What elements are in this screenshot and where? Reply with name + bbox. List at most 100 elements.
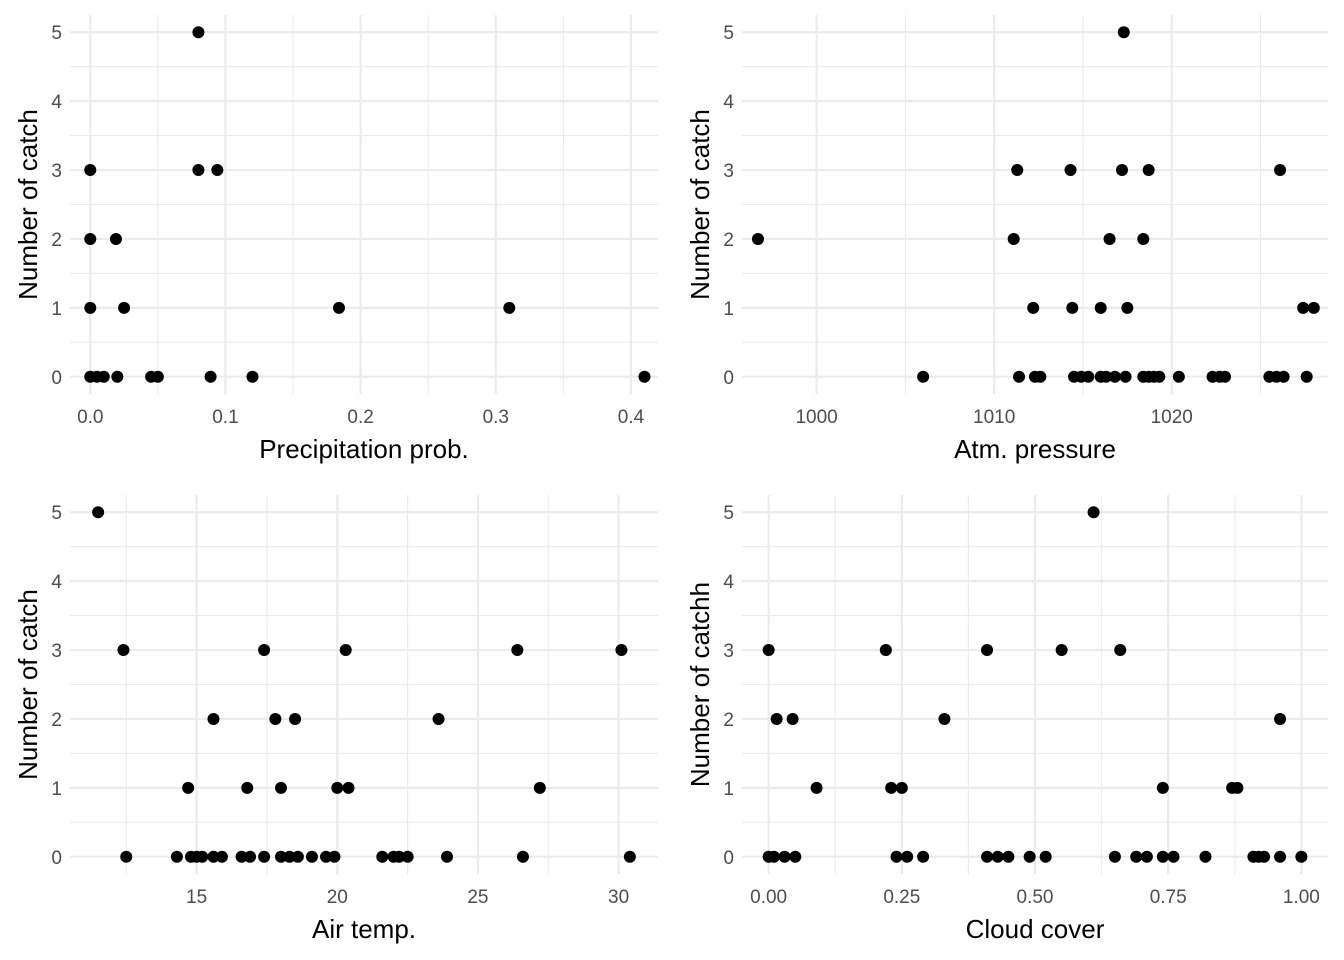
y-tick-label: 0	[51, 368, 62, 389]
x-axis-title: Cloud cover	[966, 914, 1105, 944]
data-point	[111, 370, 124, 383]
y-axis-title: Number of catch	[13, 589, 43, 780]
data-point	[1100, 370, 1113, 383]
data-point	[1153, 370, 1166, 383]
y-axis-title: Number of catchh	[685, 582, 715, 787]
data-point	[401, 850, 414, 863]
data-point	[1027, 301, 1040, 314]
data-point	[1231, 781, 1244, 794]
data-point	[1082, 370, 1095, 383]
data-point	[786, 712, 799, 725]
x-tick-label: 0.0	[77, 407, 103, 428]
y-tick-label: 5	[51, 503, 62, 524]
panel-precipitation: 0.0 0.1 0.2 0.3 0.4 0 1 2 3 4 5 Precipitation prob.…	[13, 15, 658, 464]
data-point	[120, 850, 133, 863]
data-point	[638, 370, 651, 383]
data-point	[1297, 301, 1310, 314]
data-point	[393, 850, 406, 863]
data-point	[97, 370, 110, 383]
y-tick-label: 1	[51, 779, 62, 800]
y-tick-label: 0	[723, 368, 734, 389]
data-point	[342, 781, 355, 794]
data-point	[917, 850, 930, 863]
data-point	[901, 850, 914, 863]
data-point	[938, 712, 951, 725]
data-point	[192, 26, 205, 39]
data-point	[503, 301, 516, 314]
x-axis-title: Atm. pressure	[954, 434, 1116, 464]
data-point	[1167, 850, 1180, 863]
x-tick-label: 0.1	[212, 407, 238, 428]
data-point	[1199, 850, 1212, 863]
data-point	[117, 644, 130, 657]
data-point	[533, 781, 546, 794]
x-tick-label: 1000	[795, 407, 837, 428]
data-point	[258, 850, 271, 863]
data-point	[207, 712, 220, 725]
y-tick-label: 0	[723, 848, 734, 869]
data-point	[1023, 850, 1036, 863]
y-tick-label: 0	[51, 848, 62, 869]
data-point	[516, 850, 529, 863]
x-tick-label: 0.00	[750, 887, 787, 908]
data-point	[917, 370, 930, 383]
data-point	[890, 850, 903, 863]
data-point	[1114, 644, 1127, 657]
panel-air-temp: 15 20 25 30 0 1 2 3 4 5 Air temp. Number of catch	[13, 495, 658, 944]
data-point	[207, 850, 220, 863]
x-tick-label: 20	[327, 887, 348, 908]
data-point	[789, 850, 802, 863]
data-point	[331, 781, 344, 794]
x-axis-title: Precipitation prob.	[259, 434, 469, 464]
data-point	[151, 370, 164, 383]
data-point	[1103, 232, 1116, 245]
y-tick-label: 4	[723, 92, 734, 113]
x-tick-label: 0.3	[483, 407, 509, 428]
y-tick-label: 5	[723, 503, 734, 524]
data-point	[1119, 370, 1132, 383]
data-point	[1094, 301, 1107, 314]
data-point	[1156, 781, 1169, 794]
data-point	[1121, 301, 1134, 314]
data-point	[283, 850, 296, 863]
x-tick-label: 1.00	[1283, 887, 1320, 908]
data-point	[320, 850, 333, 863]
data-point	[258, 644, 271, 657]
x-tick-label: 15	[186, 887, 207, 908]
data-point	[339, 644, 352, 657]
data-point	[767, 850, 780, 863]
data-point	[1274, 164, 1287, 177]
x-tick-label: 1010	[973, 407, 1015, 428]
data-point	[1300, 370, 1313, 383]
data-point	[981, 850, 994, 863]
data-point	[1011, 164, 1024, 177]
x-tick-label: 0.50	[1017, 887, 1054, 908]
x-axis-title: Air temp.	[312, 914, 416, 944]
data-point	[332, 301, 345, 314]
y-tick-label: 4	[51, 572, 62, 593]
data-point	[885, 781, 898, 794]
data-point	[1274, 712, 1287, 725]
data-point	[84, 164, 97, 177]
y-tick-label: 5	[723, 23, 734, 44]
data-point	[192, 164, 205, 177]
data-point	[92, 506, 105, 519]
data-point	[275, 850, 288, 863]
y-axis-title: Number of catch	[685, 109, 715, 300]
data-point	[1258, 850, 1271, 863]
data-point	[1116, 164, 1129, 177]
y-tick-label: 5	[51, 23, 62, 44]
y-tick-label: 2	[51, 230, 62, 251]
data-point	[1117, 26, 1130, 39]
data-point	[1219, 370, 1232, 383]
y-tick-label: 4	[723, 572, 734, 593]
data-point	[440, 850, 453, 863]
data-point	[204, 370, 217, 383]
data-point	[895, 781, 908, 794]
data-point	[778, 850, 791, 863]
data-point	[1064, 164, 1077, 177]
data-point	[751, 232, 764, 245]
data-point	[118, 301, 131, 314]
data-point	[1172, 370, 1185, 383]
data-point	[1007, 232, 1020, 245]
